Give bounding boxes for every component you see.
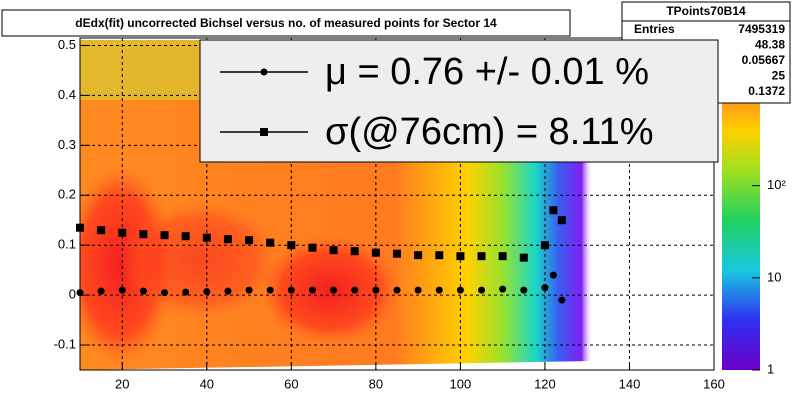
marker [118,228,127,237]
x-tick-label: 60 [284,376,298,391]
y-tick-label: 0.4 [58,87,76,102]
y-tick-label: 0.5 [58,37,76,52]
stats-value: 0.05667 [742,53,786,67]
x-tick-label: 20 [115,376,129,391]
marker [499,285,507,293]
marker [260,68,268,76]
marker [287,241,296,250]
marker [372,286,380,294]
marker [223,235,232,244]
marker [393,249,401,258]
marker [245,236,254,245]
title-box [1,9,571,37]
marker [224,287,232,295]
marker [540,241,549,250]
x-tick-label: 40 [200,376,214,391]
marker [557,216,566,225]
color-bar-label: 1 [767,361,774,376]
marker [435,251,444,260]
stats-value: 7495319 [738,22,785,36]
marker [160,231,169,240]
marker [456,252,465,261]
marker [97,287,105,295]
marker [260,128,268,136]
stats-name: Entries [634,22,675,36]
marker [202,233,211,242]
marker [139,230,148,239]
marker [498,252,507,261]
marker [266,238,275,247]
marker [329,246,338,255]
marker [435,286,443,294]
series-layer [76,206,566,304]
x-tick-label: 100 [450,376,472,391]
marker [414,251,423,260]
marker [351,286,359,294]
legend: μ = 0.76 +/- 0.01 % σ(@76cm) = 8.11% [199,39,719,163]
marker [549,271,557,279]
marker [414,286,422,294]
y-tick-label: 0.1 [58,237,76,252]
marker [520,286,528,294]
marker [393,286,401,294]
marker [330,286,338,294]
marker [287,286,295,294]
marker [371,248,380,257]
stats-title: TPoints70B14 [666,4,746,18]
x-tick-label: 140 [619,376,641,391]
stats-value: 0.1372 [748,84,785,98]
legend-label: σ(@76cm) = 8.11% [325,111,654,153]
x-tick-label: 160 [703,376,725,391]
marker [541,284,549,292]
marker [139,287,147,295]
marker [456,286,464,294]
stats-value: 25 [772,69,786,83]
y-tick-label: -0.1 [54,336,76,351]
stats-value: 48.38 [755,38,785,52]
y-tick-label: 0.3 [58,137,76,152]
x-tick-label: 120 [534,376,556,391]
marker [308,243,317,252]
marker [203,288,211,296]
x-tick-label: 80 [369,376,383,391]
marker [245,286,253,294]
marker [519,253,528,262]
legend-label: μ = 0.76 +/- 0.01 % [325,51,649,93]
y-tick-label: 0.2 [58,187,76,202]
marker [477,252,486,261]
marker [350,247,359,256]
y-tick-label: 0 [69,287,76,302]
chart-title: dEdx(fit) uncorrected Bichsel versus no.… [75,16,497,30]
color-bar-label: 10² [767,177,786,192]
color-bar-label: 10 [767,269,781,284]
marker [549,206,558,215]
marker [118,286,126,294]
marker [97,226,106,235]
marker [558,296,566,304]
marker [181,232,190,241]
marker [161,289,169,297]
marker [266,286,274,294]
marker [478,286,486,294]
marker [308,286,316,294]
marker [182,288,190,296]
plot-frame [79,37,715,371]
